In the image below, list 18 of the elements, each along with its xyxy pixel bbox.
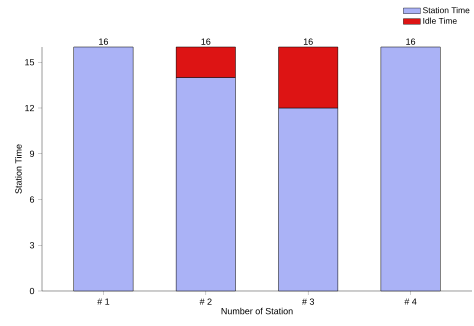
total-label: 16	[202, 38, 210, 45]
total-label: 16	[406, 38, 416, 45]
total-label: 16	[99, 38, 108, 45]
x-axis-title: Number of Station	[222, 308, 293, 314]
y-tick-label: 12	[25, 104, 34, 112]
x-tick-label: # 1	[97, 298, 110, 305]
x-tick-label: # 3	[302, 298, 314, 305]
x-tick-label: # 4	[404, 298, 417, 305]
total-label: 16	[304, 38, 313, 45]
y-tick-label: 15	[25, 59, 34, 66]
y-tick-label: 9	[30, 150, 34, 157]
y-axis-title: Station Time	[15, 144, 22, 194]
legend-label: Idle Time	[423, 18, 457, 24]
legend-label: Station Time	[422, 7, 470, 14]
y-tick-label: 6	[30, 196, 34, 203]
x-tick-label: # 2	[200, 298, 212, 305]
y-tick-label: 0	[30, 288, 34, 294]
y-tick-label: 3	[30, 242, 34, 248]
